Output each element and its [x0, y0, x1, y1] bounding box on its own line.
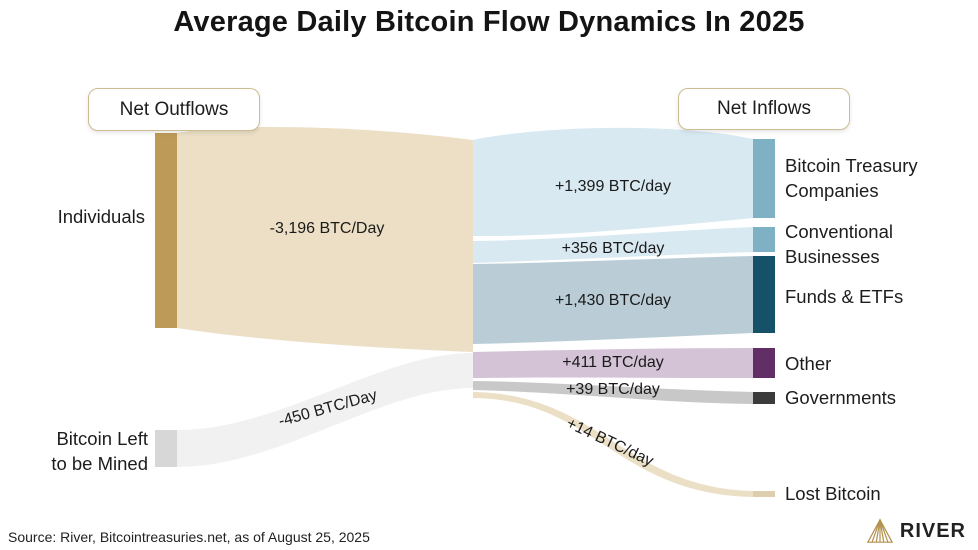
- flow-individuals-outflow: [177, 127, 473, 353]
- node-bitcoin-left-to-be-mined: [155, 430, 177, 467]
- flow-conventional-inflow: [473, 227, 753, 263]
- river-brand-text: RIVER: [899, 519, 966, 542]
- node-conventional-businesses: [753, 227, 775, 252]
- node-lost-bitcoin: [753, 491, 775, 497]
- node-label-mined-line1: Bitcoin Left: [56, 428, 148, 449]
- node-label-individuals: Individuals: [58, 206, 145, 227]
- node-other: [753, 348, 775, 378]
- flow-governments-inflow: [473, 381, 753, 404]
- node-label-conventional-line2: Businesses: [785, 246, 880, 267]
- node-individuals: [155, 133, 177, 328]
- flow-mined-outflow: [177, 353, 473, 467]
- node-label-funds: Funds & ETFs: [785, 286, 903, 307]
- flow-label-individuals: -3,196 BTC/Day: [270, 220, 385, 237]
- node-governments: [753, 392, 775, 404]
- flow-label-other: +411 BTC/day: [562, 354, 664, 371]
- node-funds-etfs: [753, 256, 775, 333]
- flow-label-funds: +1,430 BTC/day: [555, 292, 671, 309]
- node-label-treasury-line2: Companies: [785, 180, 879, 201]
- net-outflows-label: Net Outflows: [119, 98, 229, 120]
- page-title: Average Daily Bitcoin Flow Dynamics In 2…: [173, 6, 805, 38]
- flow-lost-inflow: [473, 392, 753, 497]
- net-outflows-badge: Net Outflows: [88, 88, 260, 131]
- flow-treasury-inflow: [473, 127, 753, 237]
- node-label-mined-line2: to be Mined: [51, 453, 148, 474]
- node-label-other: Other: [785, 353, 831, 374]
- node-bitcoin-treasury-companies: [753, 139, 775, 218]
- source-note: Source: River, Bitcointreasuries.net, as…: [8, 529, 370, 545]
- flow-other-inflow: [473, 348, 753, 378]
- node-label-governments: Governments: [785, 387, 896, 408]
- node-label-conventional-line1: Conventional: [785, 221, 893, 242]
- river-logo-icon: [866, 518, 894, 543]
- flow-funds-inflow: [473, 256, 753, 344]
- node-label-treasury-line1: Bitcoin Treasury: [785, 155, 918, 176]
- net-inflows-badge: Net Inflows: [678, 88, 850, 130]
- river-brand: RIVER: [866, 518, 966, 544]
- flow-label-conventional: +356 BTC/day: [562, 240, 665, 257]
- node-label-lost: Lost Bitcoin: [785, 483, 881, 504]
- flow-label-governments: +39 BTC/day: [566, 381, 660, 398]
- flow-label-lost: +14 BTC/day: [564, 415, 656, 470]
- flow-label-treasury: +1,399 BTC/day: [555, 178, 671, 195]
- net-inflows-label: Net Inflows: [717, 98, 811, 119]
